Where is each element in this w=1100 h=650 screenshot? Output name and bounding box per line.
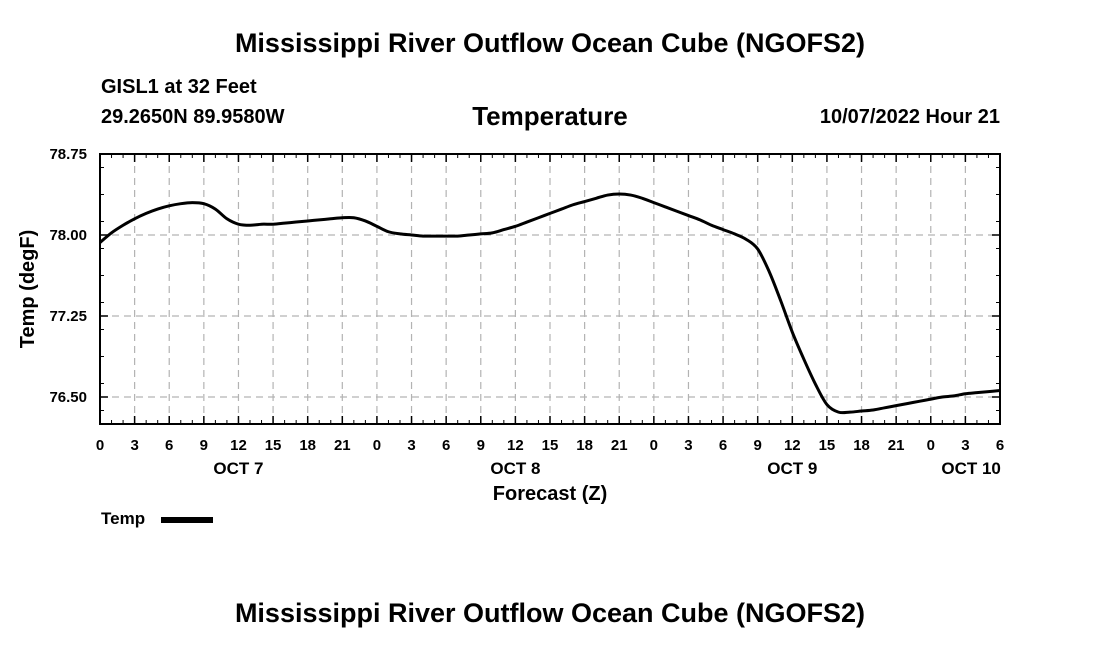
- x-tick-label: 21: [888, 437, 905, 454]
- coordinates-label: 29.2650N 89.9580W: [101, 106, 285, 128]
- x-tick-label: 3: [407, 437, 415, 454]
- x-tick-label: 6: [719, 437, 727, 454]
- x-tick-label: 18: [853, 437, 870, 454]
- x-tick-label: 6: [442, 437, 450, 454]
- x-tick-label: 9: [754, 437, 762, 454]
- x-tick-label: 9: [477, 437, 485, 454]
- x-tick-label: 3: [961, 437, 969, 454]
- y-tick-label: 76.50: [49, 389, 87, 406]
- plot-frame: [99, 153, 1001, 425]
- y-tick-label: 77.25: [49, 308, 87, 325]
- forecast-datetime: 10/07/2022 Hour 21: [819, 106, 1000, 128]
- x-tick-label: 15: [819, 437, 836, 454]
- x-tick-label: 6: [996, 437, 1004, 454]
- legend-swatch: [161, 517, 213, 523]
- x-tick-label: 21: [334, 437, 351, 454]
- x-tick-label: 15: [265, 437, 282, 454]
- x-tick-label: 15: [542, 437, 559, 454]
- x-tick-label: 12: [784, 437, 801, 454]
- legend-label: Temp: [101, 509, 146, 528]
- x-tick-label: 12: [230, 437, 247, 454]
- x-tick-label: 0: [96, 437, 104, 454]
- y-axis-label: Temp (degF): [17, 230, 39, 349]
- footer-title: Mississippi River Outflow Ocean Cube (NG…: [234, 598, 866, 628]
- x-tick-label: 12: [507, 437, 524, 454]
- station-label: GISL1 at 32 Feet: [101, 76, 257, 98]
- x-tick-label: 18: [576, 437, 593, 454]
- x-tick-label: 9: [200, 437, 208, 454]
- x-tick-label: 0: [927, 437, 935, 454]
- chart-title: Mississippi River Outflow Ocean Cube (NG…: [234, 28, 866, 58]
- x-tick-label: 3: [130, 437, 138, 454]
- day-label: OCT 9: [767, 459, 817, 478]
- variable-title: Temperature: [472, 101, 628, 131]
- day-label: OCT 8: [490, 459, 540, 478]
- x-tick-label: 21: [611, 437, 628, 454]
- y-tick-label: 78.00: [49, 227, 87, 244]
- day-label: OCT 10: [941, 459, 1001, 478]
- y-tick-label: 78.75: [49, 146, 87, 163]
- x-tick-label: 18: [299, 437, 316, 454]
- x-tick-label: 0: [650, 437, 658, 454]
- x-tick-label: 0: [373, 437, 381, 454]
- series-line-temp: [99, 192, 1001, 415]
- x-axis-label: Forecast (Z): [493, 483, 607, 505]
- x-tick-label: 3: [684, 437, 692, 454]
- x-tick-label: 6: [165, 437, 173, 454]
- day-label: OCT 7: [213, 459, 263, 478]
